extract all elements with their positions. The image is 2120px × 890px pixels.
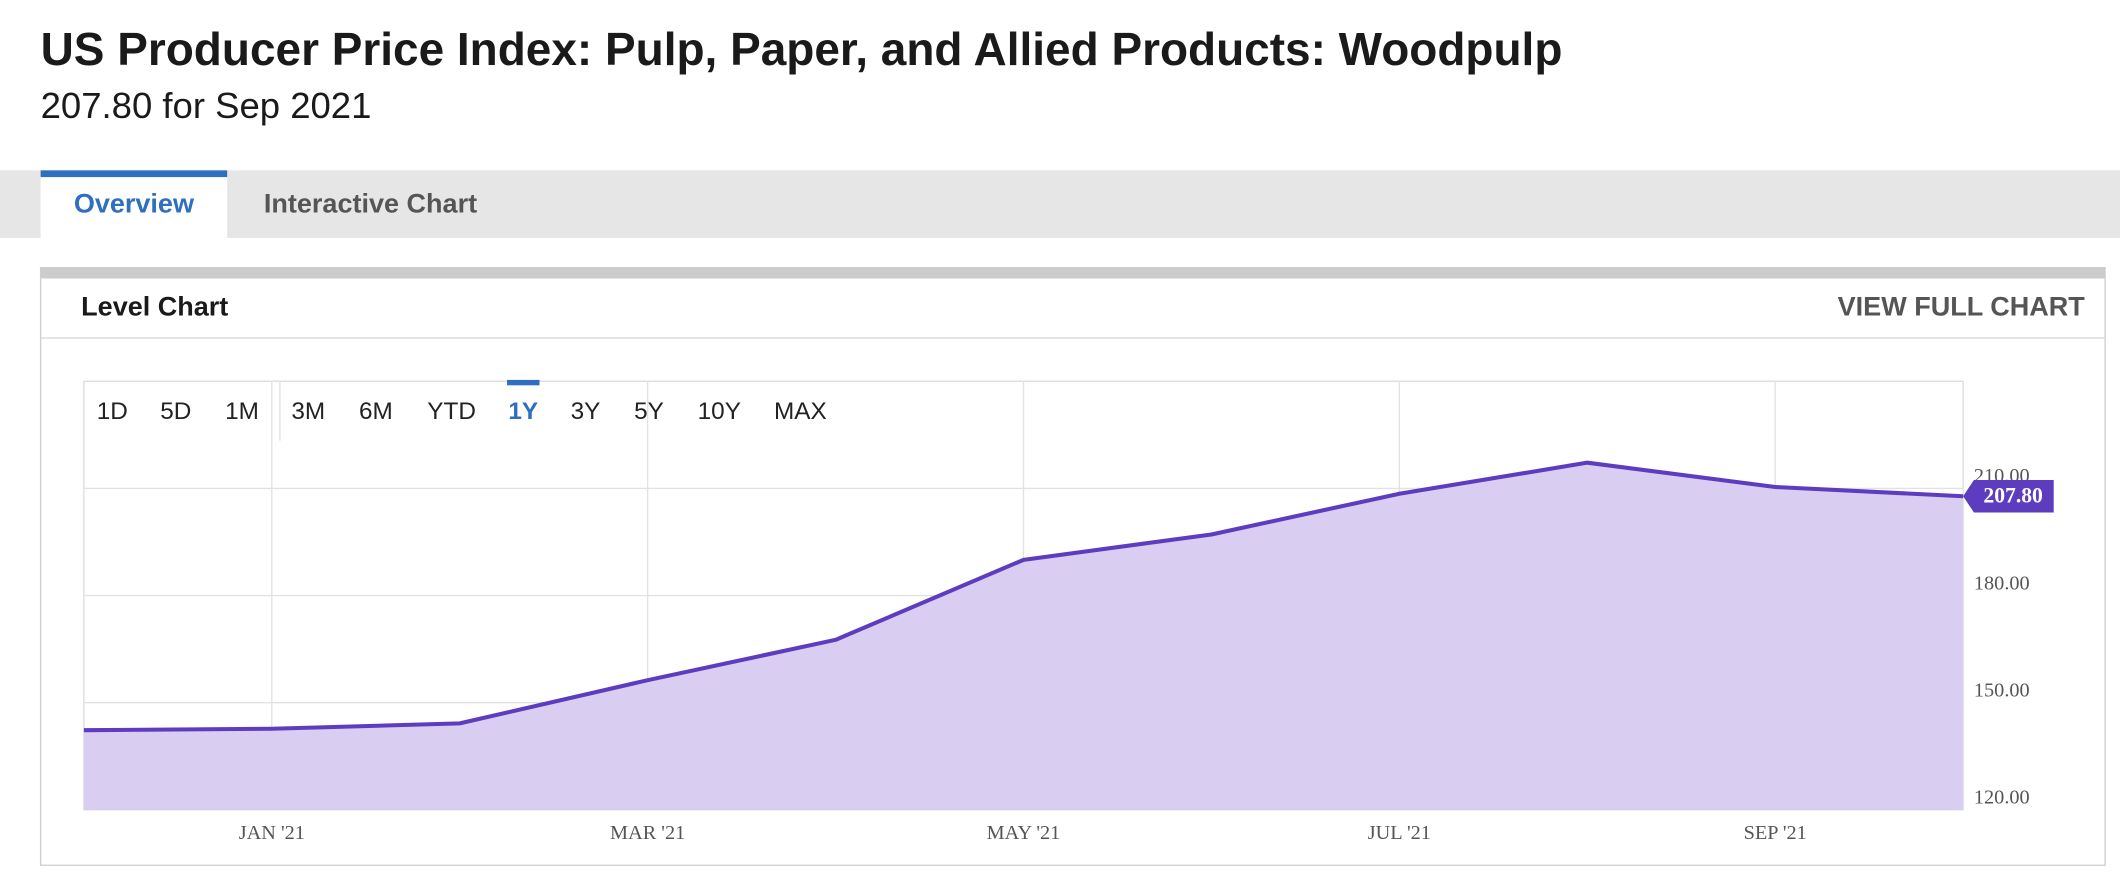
range-button[interactable]: YTD bbox=[427, 398, 476, 425]
range-button[interactable]: 5Y bbox=[634, 398, 664, 425]
range-active-bar bbox=[507, 379, 540, 386]
view-full-chart[interactable]: VIEW FULL CHART bbox=[1838, 291, 2086, 321]
page-subtitle: 207.80 for Sep 2021 bbox=[41, 85, 372, 126]
tab[interactable]: Interactive Chart bbox=[264, 189, 477, 219]
tab-bar bbox=[0, 170, 2120, 238]
x-tick-label: SEP '21 bbox=[1744, 822, 1807, 844]
x-tick-label: JAN '21 bbox=[239, 822, 305, 844]
line bbox=[83, 460, 1964, 733]
range-button[interactable]: 10Y bbox=[698, 398, 741, 425]
range-button[interactable]: 1D bbox=[97, 398, 128, 425]
range-button[interactable]: 1Y bbox=[508, 398, 538, 425]
page-title: US Producer Price Index: Pulp, Paper, an… bbox=[41, 23, 1563, 75]
x-tick-label: MAR '21 bbox=[610, 822, 685, 844]
tab-active-bg bbox=[40, 170, 228, 238]
range-button[interactable]: 3Y bbox=[571, 398, 601, 425]
value-label: 207.80 bbox=[1983, 484, 2042, 508]
y-tick-label: 150.00 bbox=[1974, 680, 2030, 702]
y-tick-label: 180.00 bbox=[1974, 572, 2030, 594]
panel-title: Level Chart bbox=[81, 291, 228, 321]
x-tick-label: MAY '21 bbox=[987, 822, 1061, 844]
range-button[interactable]: 5D bbox=[160, 398, 191, 425]
range-button[interactable]: 1M bbox=[225, 398, 259, 425]
range-button[interactable]: 6M bbox=[359, 398, 393, 425]
y-tick-label: 120.00 bbox=[1974, 787, 2030, 809]
range-button[interactable]: MAX bbox=[774, 398, 827, 425]
tab-active-bar bbox=[40, 170, 228, 178]
value-badge bbox=[1963, 480, 2054, 513]
area-fill bbox=[83, 462, 1964, 810]
range-button[interactable]: 3M bbox=[291, 398, 325, 425]
tab[interactable]: Overview bbox=[74, 189, 195, 219]
panel-top-bar bbox=[40, 267, 2106, 279]
x-tick-label: JUL '21 bbox=[1368, 822, 1431, 844]
